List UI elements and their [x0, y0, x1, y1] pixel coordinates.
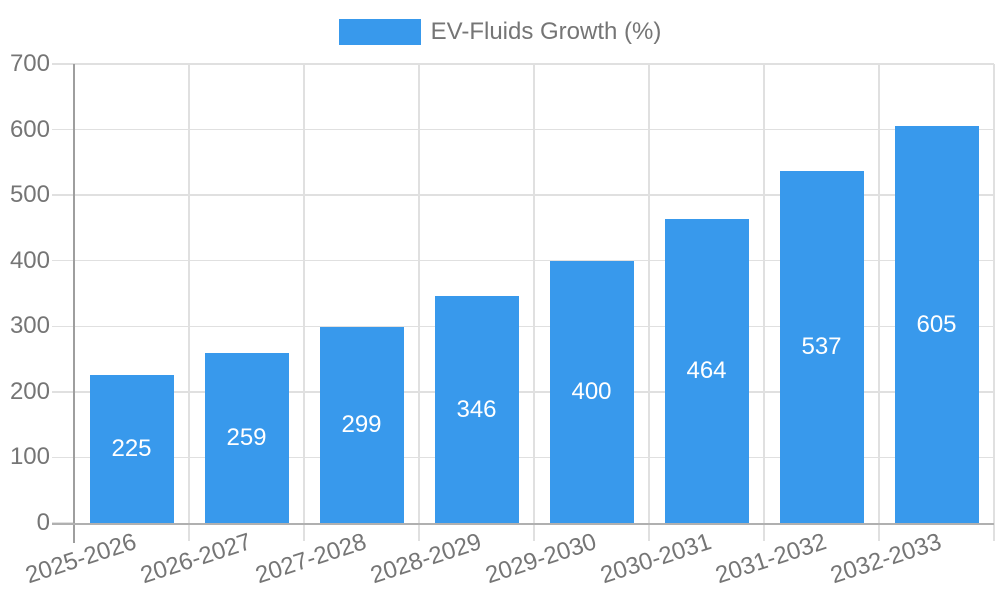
legend-label: EV-Fluids Growth (%) [430, 18, 662, 45]
x-axis-tick [533, 523, 535, 541]
bar-2032-2033[interactable]: 605 [894, 126, 979, 523]
legend[interactable]: EV-Fluids Growth (%) [0, 19, 1000, 45]
y-axis-tick-label: 700 [9, 50, 50, 77]
bar-value-label: 259 [226, 424, 267, 452]
legend-swatch[interactable] [338, 19, 421, 45]
y-axis-tick [52, 325, 74, 328]
y-axis-tick-label: 300 [9, 312, 50, 340]
bar-2030-2031[interactable]: 464 [664, 218, 749, 523]
bar-value-label: 299 [341, 410, 382, 438]
y-axis-tick-label: 0 [36, 509, 50, 536]
bar-2027-2028[interactable]: 299 [319, 326, 404, 523]
y-axis-tick-label: 400 [9, 246, 50, 274]
gridline-vertical [648, 64, 650, 523]
gridline-vertical [188, 64, 190, 523]
y-axis-tick [52, 391, 74, 393]
bar-2028-2029[interactable]: 346 [434, 296, 519, 523]
x-axis-tick [648, 523, 650, 541]
y-axis-tick-label: 600 [9, 115, 50, 143]
bar-2025-2026[interactable]: 225 [89, 375, 174, 523]
gridline-vertical [303, 64, 305, 523]
gridline-vertical [533, 64, 535, 523]
bar-value-label: 464 [686, 356, 727, 384]
bar-2029-2030[interactable]: 400 [549, 260, 634, 523]
bar-2026-2027[interactable]: 259 [204, 353, 289, 523]
bar-value-label: 605 [916, 310, 957, 338]
x-axis-tick [188, 523, 190, 541]
y-axis-tick [52, 128, 74, 131]
x-axis-tick [418, 523, 420, 541]
x-axis-line [52, 523, 994, 525]
y-axis-tick [52, 63, 74, 65]
x-axis-tick [878, 523, 880, 541]
bar-value-label: 225 [111, 435, 152, 463]
y-axis-tick [52, 194, 74, 196]
bar-2031-2032[interactable]: 537 [779, 170, 864, 523]
bar-value-label: 537 [801, 332, 842, 360]
x-axis-tick [303, 523, 305, 541]
y-axis-tick [52, 259, 74, 262]
y-axis-tick-label: 500 [9, 181, 50, 209]
gridline-vertical [993, 64, 995, 523]
gridline-vertical [763, 64, 765, 523]
y-axis-tick-label: 100 [9, 443, 50, 471]
y-axis-tick-label: 200 [9, 377, 50, 405]
y-axis-line [72, 64, 75, 543]
y-axis-tick [52, 456, 74, 459]
x-axis-tick [763, 523, 765, 541]
bar-value-label: 346 [456, 395, 497, 423]
x-axis-tick [993, 523, 995, 541]
bar-value-label: 400 [571, 377, 612, 405]
gridline-vertical [418, 64, 420, 523]
gridline-vertical [878, 64, 880, 523]
